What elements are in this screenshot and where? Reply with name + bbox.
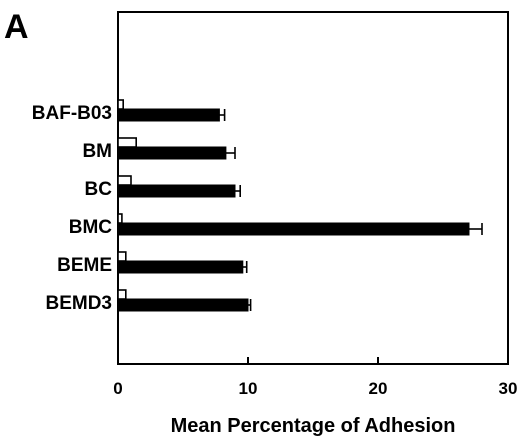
bar-open-beme <box>117 251 127 262</box>
bar-filled-bc <box>117 184 236 198</box>
category-label-baf-b03: BAF-B03 <box>32 103 112 124</box>
bar-open-bm <box>117 137 138 148</box>
bar-open-bemd3 <box>117 289 127 300</box>
bar-filled-bemd3 <box>117 298 249 312</box>
bar-open-bc <box>117 175 132 186</box>
category-label-beme: BEME <box>57 255 112 276</box>
x-tick-label-0: 0 <box>113 379 122 398</box>
category-labels: BAF-B03 BM BC BMC BEME BEMD3 <box>32 103 113 314</box>
bar-filled-beme <box>117 260 244 274</box>
x-tick-label-30: 30 <box>499 379 518 398</box>
x-tick-label-10: 10 <box>239 379 258 398</box>
category-label-bemd3: BEMD3 <box>45 293 112 314</box>
bar-open-baf-b03 <box>117 99 124 110</box>
x-axis-ticks: 0 10 20 30 <box>113 357 517 398</box>
category-label-bc: BC <box>85 179 113 200</box>
panel-label: A <box>4 8 29 46</box>
bar-filled-bm <box>117 146 227 160</box>
category-label-bm: BM <box>82 141 112 162</box>
bar-filled-bmc <box>117 222 470 236</box>
bars-group <box>117 99 483 312</box>
bar-filled-baf-b03 <box>117 108 220 122</box>
category-label-bmc: BMC <box>69 217 113 238</box>
x-axis-title: Mean Percentage of Adhesion <box>171 415 456 437</box>
x-tick-label-20: 20 <box>369 379 388 398</box>
bar-open-bmc <box>117 213 123 224</box>
